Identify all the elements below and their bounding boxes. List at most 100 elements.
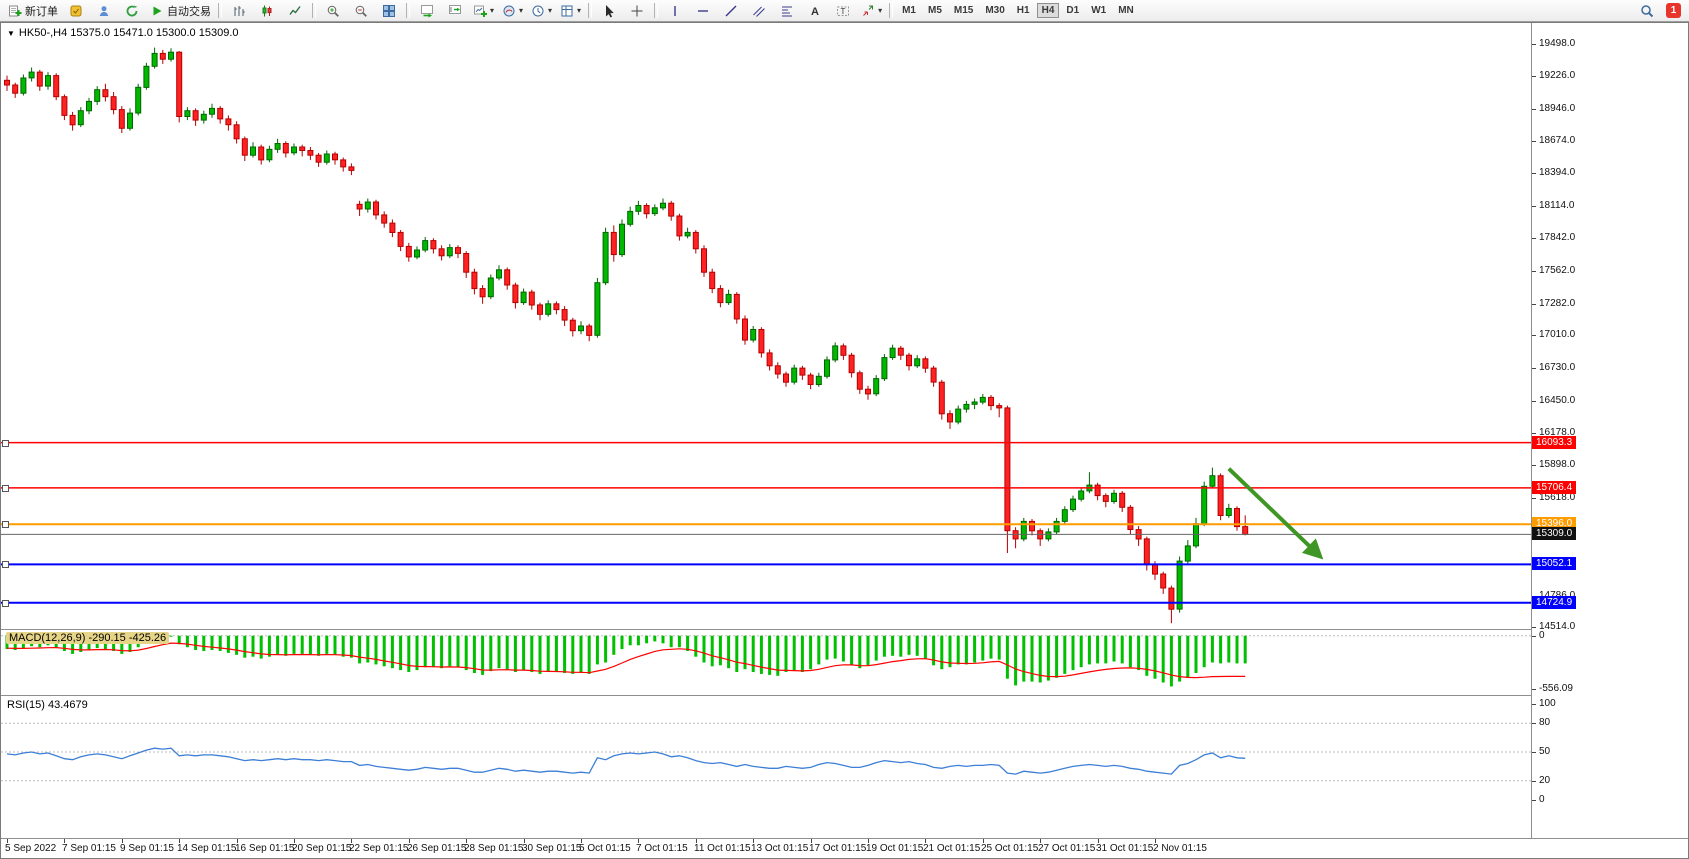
price-axis-tick	[1532, 76, 1536, 77]
toolbar-separator	[889, 3, 894, 18]
line-anchor[interactable]	[2, 440, 9, 447]
dropdown-caret-icon: ▾	[878, 5, 883, 15]
clock-icon	[532, 5, 544, 16]
fibonacci-button[interactable]	[773, 1, 801, 21]
new-order-button[interactable]: 新订单	[4, 1, 62, 21]
candle	[824, 359, 830, 377]
time-axis-tick	[466, 839, 467, 843]
timeframe-h1-button[interactable]: H1	[1016, 5, 1030, 16]
line-chart-button[interactable]	[281, 1, 309, 21]
macd-indicator-panel[interactable]	[1, 630, 1531, 695]
timeframe-m15-button[interactable]: M15	[953, 5, 974, 16]
candle	[1119, 492, 1126, 508]
candlestick-chart[interactable]	[1, 23, 1531, 629]
trend-arrow-annotation[interactable]	[1227, 467, 1324, 560]
chart-shift-button[interactable]	[413, 1, 441, 21]
candle	[963, 403, 970, 410]
charts-toolbar-button[interactable]	[62, 1, 90, 21]
candlestick-chart-button[interactable]	[253, 1, 281, 21]
timeframe-m1-button[interactable]: M1	[902, 5, 916, 16]
candle	[86, 100, 92, 112]
trendline-button[interactable]	[717, 1, 745, 21]
channel-button[interactable]	[745, 1, 773, 21]
hline-icon	[698, 9, 709, 12]
macd-bar	[563, 635, 567, 673]
time-axis-label: 7 Oct 01:15	[636, 843, 688, 854]
macd-bar	[727, 635, 731, 669]
new-chart-button[interactable]: ▾	[469, 1, 498, 21]
candle	[610, 231, 617, 256]
autotrading-button[interactable]: 自动交易	[146, 1, 215, 21]
candle	[758, 329, 765, 354]
profiles-button[interactable]: ▾	[498, 1, 527, 21]
macd-bar	[1145, 635, 1149, 676]
candle	[135, 86, 142, 114]
line-anchor[interactable]	[2, 600, 9, 607]
timeframe-m5-button[interactable]: M5	[927, 5, 942, 16]
rsi-axis-label: 80	[1539, 717, 1551, 728]
auto-scroll-button[interactable]	[441, 1, 469, 21]
macd-bar	[1055, 635, 1059, 678]
candle	[684, 231, 691, 237]
price-axis-label: 17842.0	[1539, 232, 1576, 243]
cursor-button[interactable]	[595, 1, 623, 21]
time-axis-label: 22 Sep 01:15	[349, 843, 409, 854]
candle	[561, 309, 568, 321]
candle	[4, 79, 10, 86]
line-anchor[interactable]	[2, 521, 9, 528]
macd-bar	[1046, 635, 1050, 681]
macd-bar	[636, 635, 640, 646]
vertical-line-button[interactable]	[661, 1, 689, 21]
tile-windows-button[interactable]	[375, 1, 403, 21]
line-anchor[interactable]	[2, 485, 9, 492]
bar-chart-button[interactable]	[225, 1, 253, 21]
notification-badge[interactable]: 1	[1666, 3, 1681, 18]
timeframe-w1-button[interactable]: W1	[1091, 5, 1107, 16]
macd-bar	[554, 635, 558, 672]
candle	[856, 372, 863, 390]
rsi-indicator-panel[interactable]	[1, 696, 1531, 838]
price-axis[interactable]	[1531, 23, 1688, 838]
price-axis-label: 17010.0	[1539, 329, 1576, 340]
macd-bar	[759, 635, 763, 674]
text-button[interactable]: A	[801, 1, 829, 21]
candle	[742, 318, 748, 341]
line-anchor[interactable]	[2, 561, 9, 568]
macd-bar	[120, 635, 124, 654]
candle	[1209, 475, 1216, 487]
candle	[545, 303, 552, 315]
market-watch-button[interactable]	[90, 1, 118, 21]
panel-separator[interactable]	[1, 838, 1688, 839]
macd-bar	[194, 635, 198, 650]
crosshair-button[interactable]	[623, 1, 651, 21]
candle	[61, 96, 68, 116]
periods-button[interactable]: ▾	[527, 1, 556, 21]
horizontal-line-button[interactable]	[689, 1, 717, 21]
timeframe-m30-button[interactable]: M30	[985, 5, 1005, 16]
one-click-trading-toggle[interactable]: ▼	[7, 29, 15, 38]
macd-bar	[382, 635, 386, 667]
zoom-in-button[interactable]	[319, 1, 347, 21]
panel-separator[interactable]	[1, 695, 1688, 696]
zoom-out-button[interactable]	[347, 1, 375, 21]
templates-button[interactable]: ▾	[556, 1, 585, 21]
macd-bar	[858, 635, 862, 669]
timeframe-mn-button[interactable]: MN	[1118, 5, 1134, 16]
timeframe-d1-button[interactable]: D1	[1066, 5, 1080, 16]
toolbar-separator	[312, 3, 316, 18]
navigator-button[interactable]	[118, 1, 146, 21]
macd-bar	[923, 635, 927, 659]
time-axis-tick	[868, 839, 869, 843]
arrows-button[interactable]: ▾	[857, 1, 886, 21]
text-label-button[interactable]: T	[829, 1, 857, 21]
time-axis[interactable]	[1, 839, 1688, 858]
macd-bar	[333, 635, 337, 655]
price-tag: 15706.4	[1532, 481, 1577, 494]
candle	[1168, 587, 1175, 610]
macd-bar	[489, 635, 493, 672]
timeframe-h4-button[interactable]: H4	[1036, 3, 1060, 18]
line-chart-icon	[289, 5, 301, 15]
panel-separator[interactable]	[1, 629, 1688, 630]
price-axis-label: 15618.0	[1539, 492, 1576, 503]
search-button[interactable]	[1633, 1, 1661, 21]
